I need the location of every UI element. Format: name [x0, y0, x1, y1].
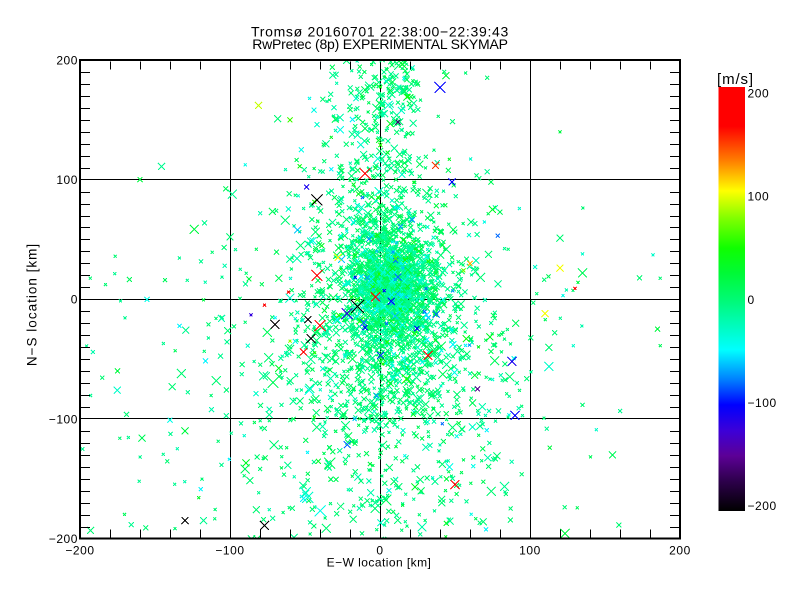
svg-text:100: 100 [519, 544, 541, 558]
svg-text:−200: −200 [49, 532, 78, 546]
svg-text:0: 0 [748, 293, 755, 307]
svg-text:RwPretec (8p) EXPERIMENTAL SKY: RwPretec (8p) EXPERIMENTAL SKYMAP [252, 36, 508, 52]
svg-text:−200: −200 [748, 499, 777, 513]
svg-text:0: 0 [376, 544, 383, 558]
svg-text:200: 200 [748, 86, 770, 100]
svg-text:E−W location [km]: E−W location [km] [327, 555, 432, 569]
svg-text:100: 100 [56, 173, 78, 187]
svg-text:−100: −100 [748, 396, 777, 410]
svg-text:100: 100 [748, 190, 770, 204]
svg-text:−100: −100 [49, 412, 78, 426]
svg-text:200: 200 [56, 53, 78, 67]
svg-text:[m/s]: [m/s] [717, 71, 754, 88]
svg-text:−100: −100 [215, 544, 244, 558]
svg-text:−200: −200 [65, 544, 94, 558]
svg-text:200: 200 [669, 544, 691, 558]
svg-text:Tromsø 20160701 22:38:00−22:39: Tromsø 20160701 22:38:00−22:39:43 [251, 24, 509, 40]
svg-text:0: 0 [71, 293, 78, 307]
svg-text:N−S location [km]: N−S location [km] [25, 243, 40, 366]
